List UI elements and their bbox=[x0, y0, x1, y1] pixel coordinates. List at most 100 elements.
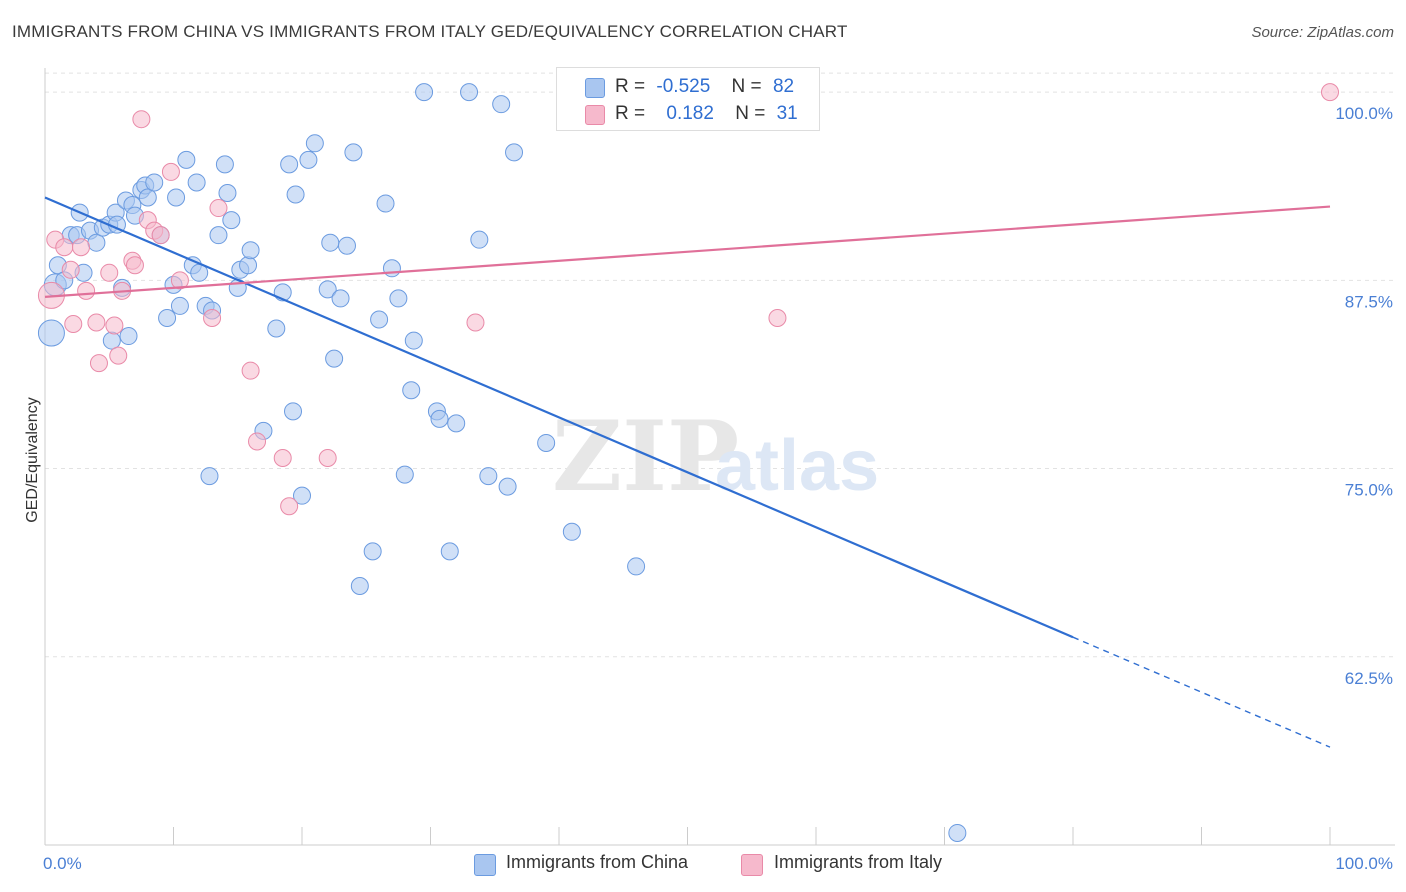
tick-labels: 62.5% 75.0% 87.5% 100.0% 0.0% 100.0% bbox=[43, 104, 1393, 873]
legend-swatch-italy bbox=[741, 854, 763, 876]
data-point bbox=[318, 280, 337, 299]
data-point bbox=[71, 238, 90, 257]
data-point bbox=[299, 150, 318, 169]
data-point bbox=[447, 414, 466, 433]
data-point bbox=[331, 289, 350, 308]
axes bbox=[44, 68, 1395, 846]
data-point bbox=[382, 259, 401, 278]
data-point bbox=[119, 327, 138, 346]
trend-line-china-extension bbox=[1072, 636, 1331, 748]
stats-swatch-italy bbox=[585, 105, 605, 125]
watermark-zip: ZIP bbox=[552, 400, 739, 513]
data-point bbox=[209, 199, 228, 218]
stats-row-italy: R = 0.182 N = 31 bbox=[615, 103, 798, 125]
data-point bbox=[627, 557, 646, 576]
n-value: 82 bbox=[772, 76, 795, 97]
x-tick-label: 100.0% bbox=[1335, 854, 1393, 873]
y-tick-label: 75.0% bbox=[1345, 481, 1393, 500]
x-tick-label: 0.0% bbox=[43, 854, 82, 873]
data-point bbox=[562, 522, 581, 541]
data-point bbox=[77, 281, 96, 300]
data-point bbox=[187, 173, 206, 192]
data-point bbox=[105, 316, 124, 335]
data-point bbox=[132, 110, 151, 129]
data-point bbox=[337, 236, 356, 255]
data-point bbox=[389, 289, 408, 308]
data-point bbox=[161, 162, 180, 181]
data-point bbox=[89, 354, 108, 373]
r-label: R = bbox=[615, 76, 646, 97]
n-value: 31 bbox=[776, 103, 798, 124]
data-point bbox=[55, 238, 74, 257]
data-point bbox=[415, 83, 434, 102]
trend-lines bbox=[44, 196, 1331, 748]
data-point bbox=[203, 308, 222, 327]
data-point bbox=[505, 143, 524, 162]
data-point bbox=[305, 134, 324, 153]
data-point bbox=[948, 823, 967, 842]
data-point bbox=[138, 188, 157, 207]
data-point bbox=[170, 271, 189, 290]
data-point bbox=[151, 226, 170, 245]
data-point bbox=[218, 184, 237, 203]
data-point bbox=[87, 233, 106, 252]
data-point bbox=[209, 226, 228, 245]
data-point bbox=[87, 313, 106, 332]
data-point bbox=[363, 542, 382, 561]
data-point bbox=[239, 256, 258, 275]
data-point bbox=[241, 361, 260, 380]
data-point bbox=[109, 346, 128, 365]
chart-source: Source: ZipAtlas.com bbox=[1251, 24, 1394, 41]
data-point bbox=[470, 230, 489, 249]
stats-row-china: R = -0.525 N = 82 bbox=[615, 76, 794, 98]
data-point bbox=[61, 260, 80, 279]
data-point bbox=[222, 211, 241, 230]
data-point bbox=[321, 233, 340, 252]
data-point bbox=[200, 467, 219, 486]
n-label: N = bbox=[731, 76, 762, 97]
data-point bbox=[280, 155, 299, 174]
data-point bbox=[537, 433, 556, 452]
data-point bbox=[498, 477, 517, 496]
trend-line-italy bbox=[44, 205, 1331, 298]
data-point bbox=[125, 256, 144, 275]
data-point bbox=[395, 465, 414, 484]
data-point bbox=[64, 315, 83, 334]
legend-label-italy: Immigrants from Italy bbox=[774, 852, 943, 872]
chart-title: IMMIGRANTS FROM CHINA VS IMMIGRANTS FROM… bbox=[12, 22, 848, 41]
data-point bbox=[158, 308, 177, 327]
data-point bbox=[370, 310, 389, 329]
data-point bbox=[284, 402, 303, 421]
data-point bbox=[460, 83, 479, 102]
r-value: -0.525 bbox=[656, 76, 711, 97]
data-point bbox=[430, 409, 449, 428]
r-label: R = bbox=[615, 103, 646, 124]
data-point bbox=[325, 349, 344, 368]
data-point bbox=[402, 381, 421, 400]
data-point bbox=[479, 467, 498, 486]
data-point bbox=[318, 449, 337, 468]
watermark-atlas: atlas bbox=[715, 426, 879, 506]
data-point bbox=[102, 331, 121, 350]
r-value: 0.182 bbox=[666, 103, 714, 124]
data-point bbox=[241, 241, 260, 260]
data-point bbox=[145, 173, 164, 192]
data-point bbox=[1321, 83, 1339, 102]
y-tick-label: 62.5% bbox=[1345, 669, 1393, 688]
data-point bbox=[273, 449, 292, 468]
data-point bbox=[440, 542, 459, 561]
legend-label-china: Immigrants from China bbox=[506, 852, 689, 872]
data-point bbox=[167, 188, 186, 207]
data-point bbox=[344, 143, 363, 162]
data-point bbox=[376, 194, 395, 213]
data-point bbox=[293, 486, 311, 505]
data-point bbox=[267, 319, 286, 338]
y-axis-label: GED/Equivalency bbox=[24, 397, 41, 522]
data-point bbox=[215, 155, 234, 174]
data-point bbox=[350, 577, 369, 596]
y-tick-label: 87.5% bbox=[1345, 292, 1393, 311]
n-label: N = bbox=[735, 103, 766, 124]
data-point bbox=[280, 497, 299, 516]
data-point bbox=[37, 319, 65, 347]
data-point bbox=[177, 150, 196, 169]
